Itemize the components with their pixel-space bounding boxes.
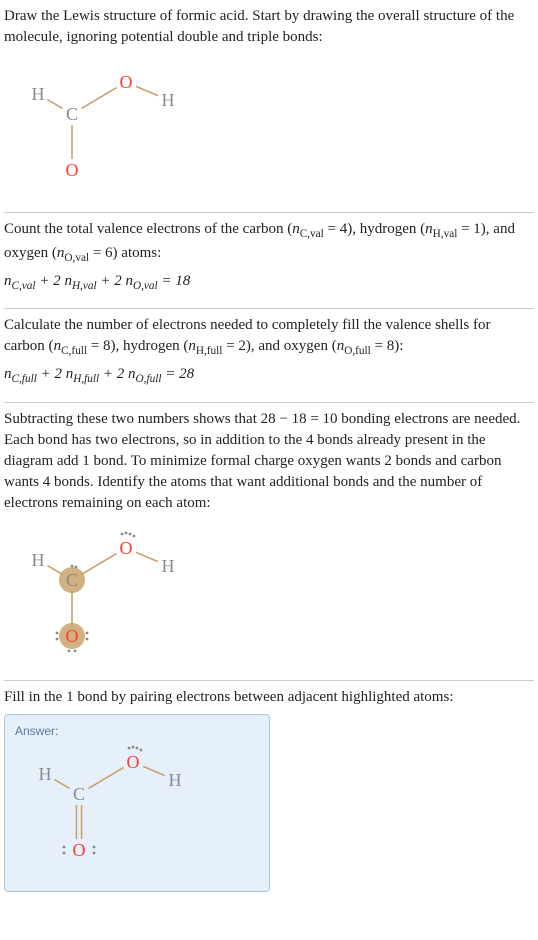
mol3-svg: H C O H O [15,744,215,874]
section-full: Calculate the number of electrons needed… [4,309,534,403]
fill-text: Fill in the 1 bond by pairing electrons … [4,687,534,708]
svg-text:H: H [39,764,52,784]
count-text: Count the total valence electrons of the… [4,219,534,267]
svg-text:H: H [162,90,175,110]
svg-text:H: H [169,770,182,790]
mol2-svg: H C O H O [18,530,198,662]
molecule-skeleton: H C O H O [4,52,534,198]
svg-text:O: O [120,538,133,558]
full-eq: nC,full + 2 nH,full + 2 nO,full = 28 [4,364,534,388]
answer-label: Answer: [15,723,259,740]
svg-text:O: O [73,840,86,860]
answer-box: Answer: H C O H O [4,714,270,892]
mol1-svg: H C O H O [18,64,198,194]
svg-text:O: O [66,160,79,180]
svg-text:H: H [162,556,175,576]
section-count: Count the total valence electrons of the… [4,213,534,309]
svg-text:H: H [32,84,45,104]
svg-text:C: C [66,104,78,124]
svg-text:C: C [66,570,78,590]
section-intro: Draw the Lewis structure of formic acid.… [4,0,534,213]
svg-text:O: O [127,752,140,772]
molecule-highlighted: H C O H O [4,518,534,666]
section-fill: Fill in the 1 bond by pairing electrons … [4,681,534,892]
intro-text: Draw the Lewis structure of formic acid.… [4,6,534,48]
full-text: Calculate the number of electrons needed… [4,315,534,360]
count-eq: nC,val + 2 nH,val + 2 nO,val = 18 [4,271,534,295]
section-subtract: Subtracting these two numbers shows that… [4,403,534,681]
svg-text:O: O [120,72,133,92]
subtract-text: Subtracting these two numbers shows that… [4,409,534,514]
svg-text:O: O [66,626,79,646]
svg-text:H: H [32,550,45,570]
svg-text:C: C [73,784,85,804]
